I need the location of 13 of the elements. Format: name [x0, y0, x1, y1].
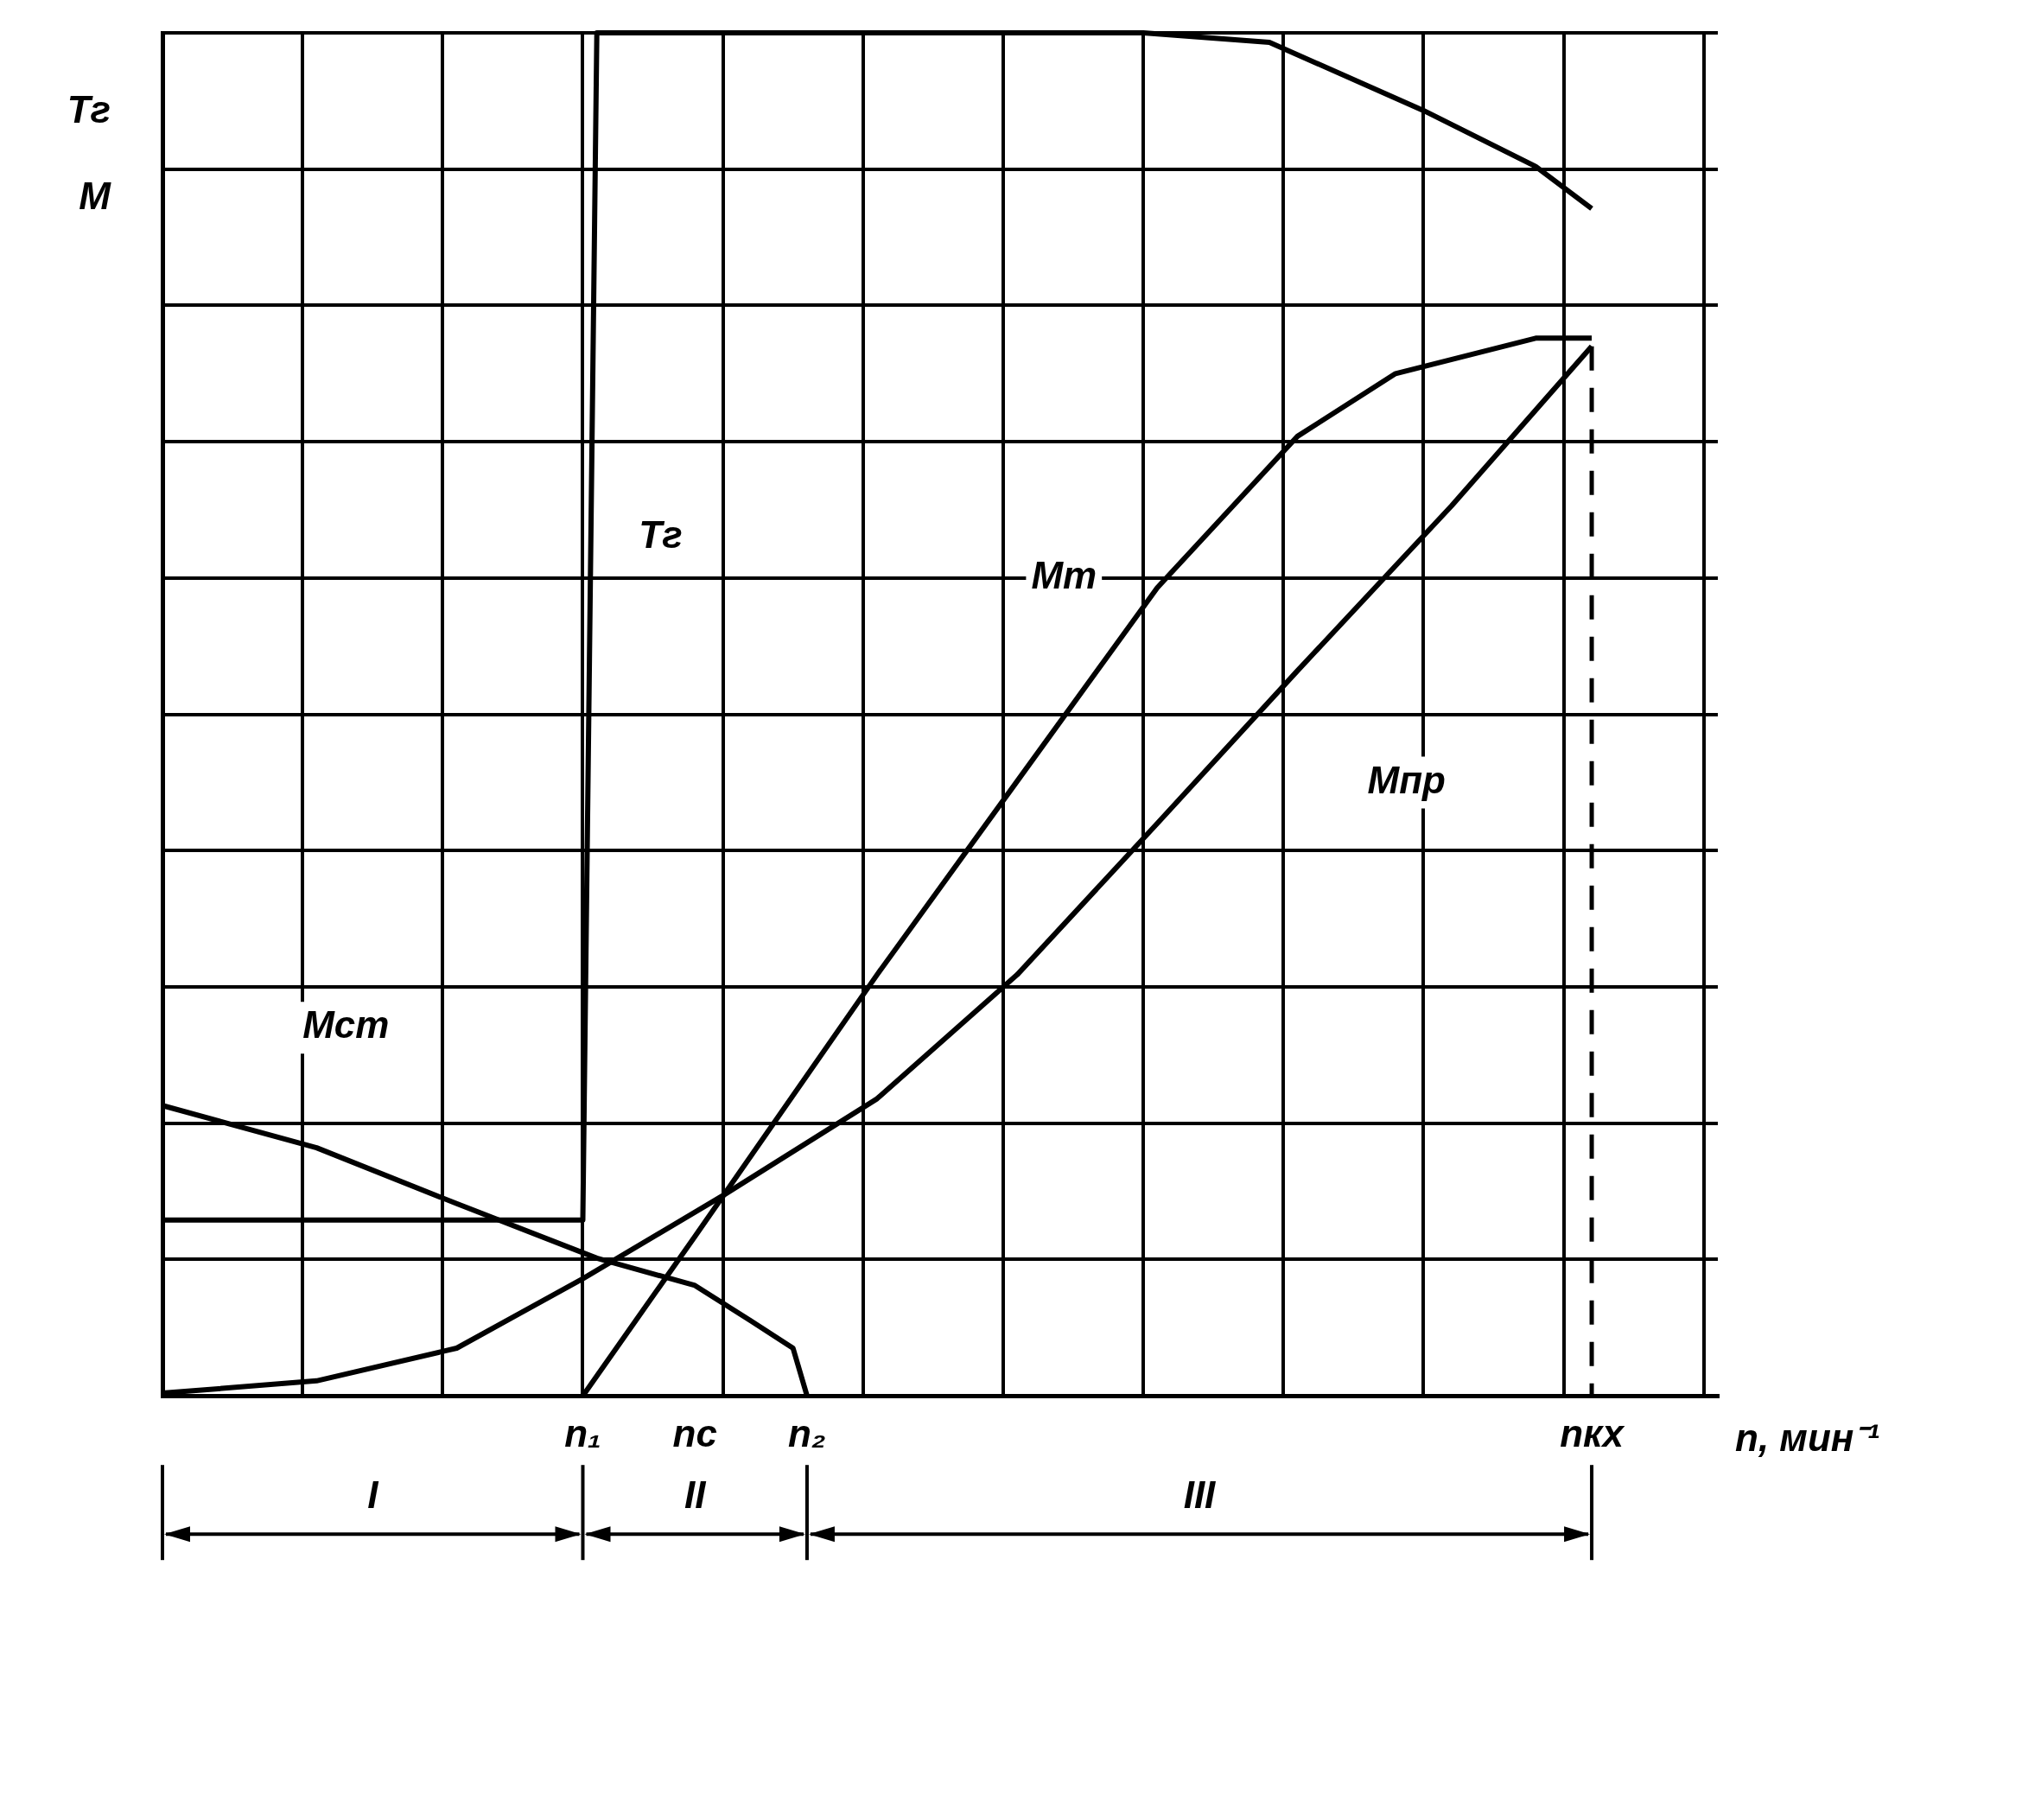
y-axis-title: Tг M: [67, 88, 112, 218]
x-tick-label: n₁: [564, 1411, 601, 1454]
x-tick-label: nс: [672, 1411, 717, 1454]
text: Mст: [302, 1003, 390, 1047]
x-axis-title: n, мин⁻¹: [1735, 1416, 1880, 1460]
text: III: [1183, 1473, 1217, 1517]
x-tick-label: nкх: [1560, 1411, 1625, 1454]
x-tick-label: n₂: [788, 1411, 826, 1454]
series-label: Mт: [1031, 554, 1097, 597]
text: II: [684, 1473, 707, 1517]
series-label: Tг: [639, 512, 683, 556]
text: I: [367, 1473, 379, 1517]
text: Mпр: [1367, 758, 1446, 801]
